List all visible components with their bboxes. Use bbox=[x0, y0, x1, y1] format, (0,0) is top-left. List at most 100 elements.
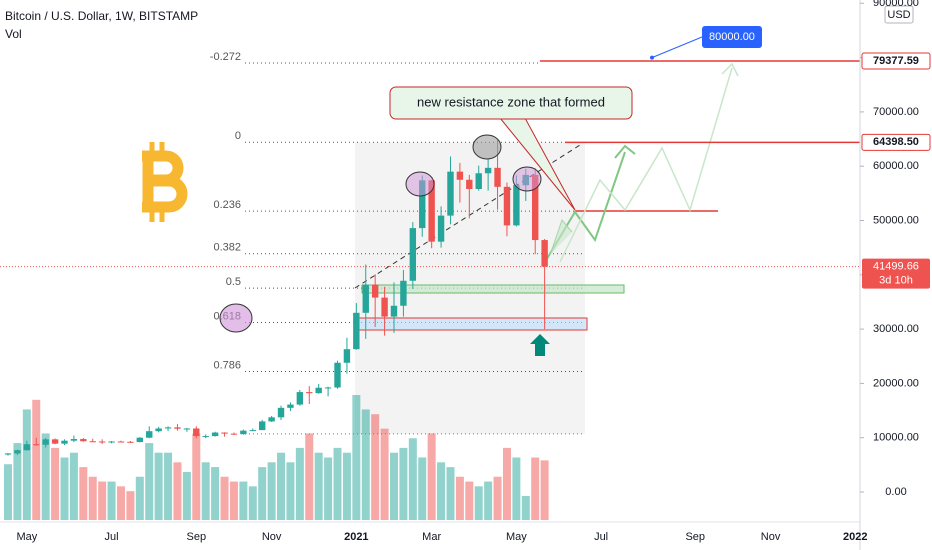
volume-bar bbox=[13, 443, 22, 520]
candle-body bbox=[409, 228, 417, 281]
fib-label: 0.5 bbox=[226, 276, 241, 288]
candle-body bbox=[541, 240, 548, 267]
volume-bar bbox=[135, 476, 144, 520]
volume-bar bbox=[22, 409, 31, 520]
fib-label: -0.272 bbox=[210, 51, 241, 63]
candle-body bbox=[33, 444, 40, 446]
candle-body bbox=[484, 167, 492, 174]
projection-arrow-head bbox=[614, 144, 636, 159]
volume-bar bbox=[164, 452, 173, 520]
x-tick-label: Jul bbox=[105, 531, 119, 543]
candle-body bbox=[240, 430, 247, 435]
x-tick-label: Nov bbox=[761, 531, 781, 543]
volume-bar bbox=[220, 476, 229, 520]
highlight-circle bbox=[405, 171, 435, 197]
x-tick-label: Mar bbox=[422, 531, 441, 543]
volume-bar bbox=[248, 486, 257, 520]
volume-bar bbox=[201, 462, 210, 520]
candle-body bbox=[466, 179, 473, 190]
highlight-circle bbox=[219, 303, 253, 333]
up-arrow bbox=[530, 334, 550, 356]
y-tick-label: 70000.00 bbox=[873, 106, 919, 118]
last-price-label: 41499.66 bbox=[873, 261, 919, 273]
volume-label: Vol bbox=[5, 27, 22, 41]
volume-bar bbox=[51, 447, 60, 520]
volume-bar bbox=[455, 476, 464, 520]
y-tick-label: 50000.00 bbox=[873, 214, 919, 226]
candle-body bbox=[475, 173, 482, 190]
projection-arrow-faded-head bbox=[721, 62, 739, 77]
volume-bar bbox=[32, 399, 41, 520]
bitcoin-logo bbox=[142, 142, 188, 222]
fib-label: 0.786 bbox=[213, 359, 241, 371]
y-tick-label: 0.00 bbox=[885, 486, 906, 498]
y-tick-label: 20000.00 bbox=[873, 377, 919, 389]
callout-text: new resistance zone that formed bbox=[417, 94, 605, 109]
volume-bar bbox=[474, 486, 483, 520]
candle-body bbox=[503, 186, 511, 226]
candle-body bbox=[230, 433, 238, 435]
volume-bar bbox=[484, 481, 493, 520]
volume-bar bbox=[116, 486, 125, 520]
candle-body bbox=[14, 450, 21, 454]
candle-body bbox=[494, 167, 501, 187]
candle-body bbox=[80, 439, 87, 442]
candle-body bbox=[193, 428, 200, 437]
volume-bar bbox=[333, 447, 342, 520]
volume-bar bbox=[295, 447, 304, 520]
candle-body bbox=[42, 439, 49, 445]
candle-body bbox=[324, 387, 332, 389]
volume-bar bbox=[465, 481, 474, 520]
price-label-box bbox=[861, 133, 931, 151]
support-zone bbox=[361, 284, 625, 294]
price-label: 64398.50 bbox=[873, 136, 919, 148]
volume-bar bbox=[371, 414, 380, 520]
volume-bar bbox=[60, 457, 69, 520]
chart-title: Bitcoin / U.S. Dollar, 1W, BITSTAMP bbox=[5, 9, 198, 23]
countdown-label: 3d 10h bbox=[879, 275, 913, 287]
candle-body bbox=[155, 428, 162, 432]
volume-bar bbox=[4, 464, 13, 520]
candle-body bbox=[23, 444, 31, 451]
x-tick-label: May bbox=[16, 531, 37, 543]
volume-bar bbox=[98, 481, 107, 520]
candle-body bbox=[390, 305, 398, 317]
callout-box bbox=[389, 86, 633, 120]
candle-body bbox=[146, 431, 153, 438]
fib-label: 0.236 bbox=[213, 199, 241, 211]
candle-body bbox=[334, 362, 341, 388]
fib-label: 0.382 bbox=[213, 242, 241, 254]
volume-bar bbox=[182, 471, 191, 520]
candle-body bbox=[98, 441, 106, 443]
x-tick-label: May bbox=[506, 531, 527, 543]
x-tick-label: Sep bbox=[187, 531, 207, 543]
volume-bar bbox=[361, 409, 370, 520]
volume-bar bbox=[512, 457, 521, 520]
x-tick-label: Jul bbox=[594, 531, 608, 543]
volume-bar bbox=[305, 433, 314, 520]
candle-body bbox=[221, 432, 228, 434]
candle-body bbox=[108, 441, 115, 443]
volume-bar bbox=[531, 457, 540, 520]
candle-body bbox=[211, 432, 219, 437]
volume-bar bbox=[258, 467, 267, 520]
price-label: 79377.59 bbox=[873, 55, 919, 67]
candle-body bbox=[447, 171, 454, 216]
candle-body bbox=[249, 430, 256, 432]
candle-body bbox=[381, 297, 388, 317]
highlight-circle bbox=[512, 166, 542, 192]
volume-bar bbox=[69, 452, 78, 520]
volume-bar bbox=[88, 476, 97, 520]
y-tick-label: 30000.00 bbox=[873, 323, 919, 335]
volume-bar bbox=[41, 433, 50, 520]
target-label: 80000.00 bbox=[709, 31, 755, 43]
demand-zone bbox=[357, 317, 588, 331]
currency: USD bbox=[887, 9, 910, 21]
candle-body bbox=[117, 441, 125, 443]
candle-body bbox=[258, 421, 266, 431]
candle-body bbox=[164, 427, 172, 429]
volume-bar bbox=[324, 457, 333, 520]
volume-bar bbox=[502, 447, 511, 520]
projection-arrow-small bbox=[549, 218, 573, 256]
volume-bar bbox=[173, 462, 182, 520]
